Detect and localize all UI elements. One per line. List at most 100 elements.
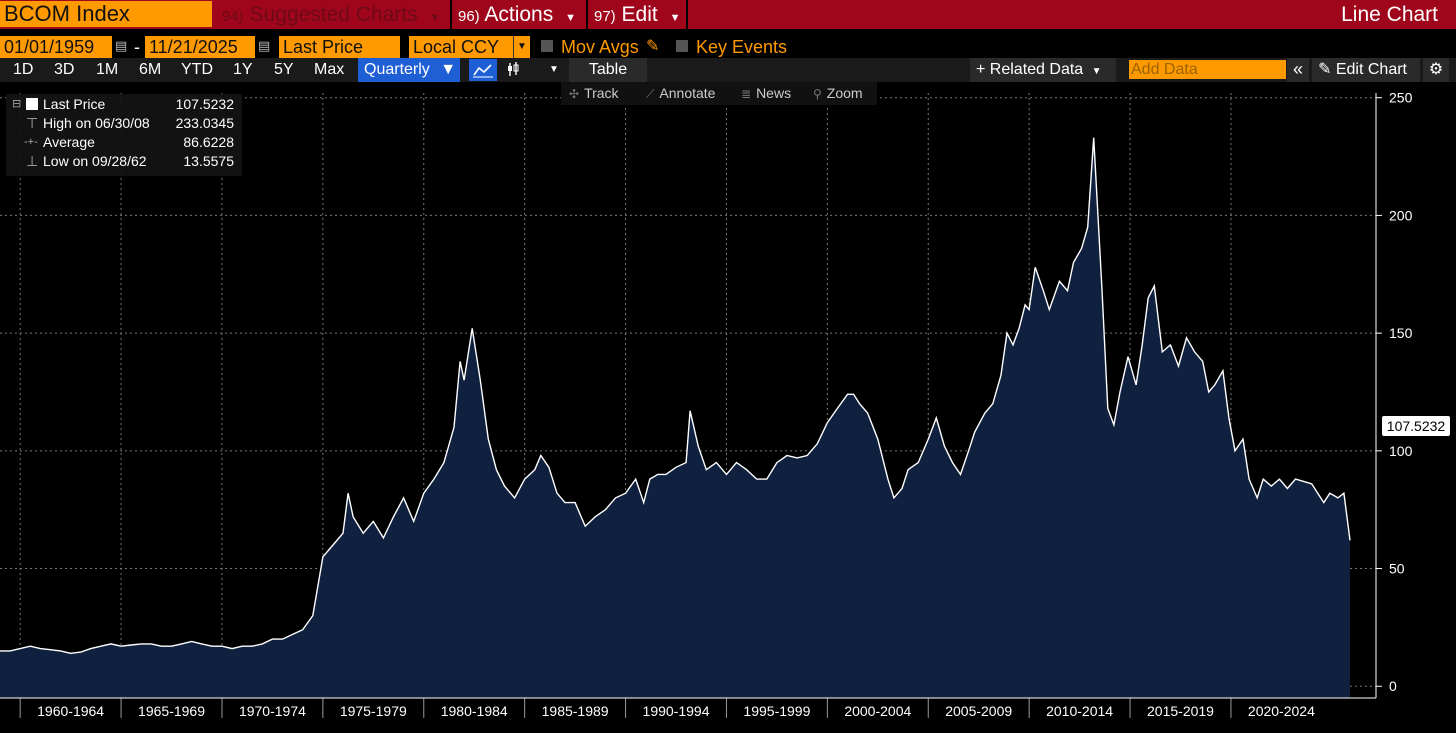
actions-menu[interactable]: 96) Actions ▼ (458, 0, 576, 29)
annotate-tool[interactable]: ⟋ Annotate (646, 82, 715, 105)
average-marker-icon: -+- (24, 136, 38, 148)
y-tick-label: 150 (1389, 325, 1413, 341)
edit-number: 97) (594, 8, 616, 25)
price-line (0, 137, 1351, 655)
y-tick-label: 50 (1389, 561, 1405, 577)
suggested-charts-number: 94) (222, 8, 244, 25)
currency-select[interactable]: Local CCY (409, 36, 513, 58)
range-max-button[interactable]: Max (314, 61, 345, 78)
x-tick-label: 1980-1984 (441, 703, 508, 719)
end-date-field[interactable]: 11/21/2025 (145, 36, 255, 58)
x-tick-label: 1985-1989 (542, 703, 609, 719)
x-tick-label: 2005-2009 (945, 703, 1012, 719)
menu-divider (586, 0, 588, 29)
chart-tools-bar (561, 82, 877, 105)
actions-label: Actions (484, 3, 554, 26)
range-1d-button[interactable]: 1D (13, 61, 34, 78)
y-tick-label: 0 (1389, 678, 1397, 694)
calendar-icon[interactable]: ▤ (258, 38, 271, 53)
collapse-double-chevron-icon[interactable]: « (1287, 58, 1309, 82)
magnifier-icon: ⚲ (813, 87, 822, 101)
x-tick-label: 2020-2024 (1248, 703, 1315, 719)
table-button[interactable]: Table (569, 58, 647, 82)
chevron-down-icon[interactable]: ▼ (513, 36, 530, 58)
x-tick-label: 1960-1964 (37, 703, 104, 719)
actions-number: 96) (458, 8, 480, 25)
range-5y-button[interactable]: 5Y (274, 61, 294, 78)
legend-high-value: 233.0345 (175, 115, 234, 131)
field-select[interactable]: Last Price (279, 36, 400, 58)
y-tick-label: 250 (1389, 90, 1413, 106)
mov-avgs-label[interactable]: Mov Avgs (561, 37, 639, 57)
related-data-label: Related Data (989, 61, 1084, 78)
legend-last-label: Last Price (43, 96, 106, 112)
suggested-charts-label: Suggested Charts (249, 3, 418, 26)
range-1y-button[interactable]: 1Y (233, 61, 253, 78)
news-label: News (756, 85, 792, 101)
x-tick-label: 2015-2019 (1147, 703, 1214, 719)
key-events-label[interactable]: Key Events (696, 37, 788, 57)
suggested-charts-menu[interactable]: 94) Suggested Charts ▼ (222, 0, 440, 29)
line-chart-icon[interactable] (469, 59, 497, 81)
crosshair-icon: ✣ (569, 87, 580, 101)
high-marker-icon: ⊤ (26, 115, 39, 131)
calendar-icon[interactable]: ▤ (115, 38, 128, 53)
edit-chart-label: Edit Chart (1335, 61, 1407, 78)
news-icon: ≣ (741, 87, 752, 101)
x-tick-label: 2010-2014 (1046, 703, 1113, 719)
add-data-input[interactable] (1129, 60, 1286, 79)
legend-last-value: 107.5232 (175, 96, 234, 112)
x-tick-label: 1990-1994 (643, 703, 710, 719)
x-axis: 1960-1964 1965-1969 1970-1974 1975-1979 1980… (0, 697, 1376, 719)
edit-chart-button[interactable]: ✎ Edit Chart (1312, 58, 1420, 82)
plus-icon: + (976, 61, 986, 78)
mov-avgs-checkbox[interactable] (541, 40, 553, 52)
x-tick-label: 2000-2004 (844, 703, 911, 719)
pencil-icon[interactable]: ✎ (646, 38, 660, 55)
chart-legend: ⊟ Last Price 107.5232 ⊤ High on 06/30/08… (6, 94, 242, 176)
x-tick-label: 1970-1974 (239, 703, 306, 719)
x-tick-label: 1965-1969 (138, 703, 205, 719)
y-axis: 0 50 100 150 200 250 (1375, 90, 1413, 698)
chevron-down-icon: ▼ (1091, 66, 1102, 77)
related-data-button[interactable]: + Related Data ▼ (970, 58, 1116, 82)
date-range-dash: - (134, 37, 140, 57)
zoom-tool[interactable]: ⚲ Zoom (813, 82, 863, 105)
edit-label: Edit (621, 3, 658, 26)
candlestick-icon[interactable] (506, 58, 522, 82)
start-date-field[interactable]: 01/01/1959 (0, 36, 112, 58)
view-title: Line Chart (1341, 3, 1438, 26)
y-tick-label: 100 (1389, 443, 1413, 459)
edit-menu[interactable]: 97) Edit ▼ (594, 0, 680, 29)
chevron-down-icon: ▼ (565, 12, 576, 24)
range-3d-button[interactable]: 3D (54, 61, 75, 78)
chevron-down-icon[interactable]: ▼ (549, 64, 559, 75)
legend-avg-value: 86.6228 (183, 134, 234, 150)
chevron-down-icon: ▼ (429, 12, 441, 24)
range-ytd-button[interactable]: YTD (181, 61, 213, 78)
y-tick-label: 200 (1389, 207, 1413, 223)
legend-low-label: Low on 09/28/62 (43, 153, 147, 169)
menu-divider (686, 0, 688, 29)
series-swatch (26, 98, 38, 110)
track-label: Track (584, 85, 619, 101)
key-events-checkbox[interactable] (676, 40, 688, 52)
legend-high-label: High on 06/30/08 (43, 115, 150, 131)
low-marker-icon: ⊥ (26, 153, 39, 169)
range-1m-button[interactable]: 1M (96, 61, 119, 78)
legend-avg-label: Average (43, 134, 95, 150)
frequency-label: Quarterly (364, 61, 430, 78)
track-tool[interactable]: ✣ Track (569, 82, 619, 105)
ticker-field[interactable]: BCOM Index (0, 1, 212, 27)
pencil-icon: ✎ (1318, 61, 1332, 78)
annotate-label: Annotate (659, 85, 716, 101)
news-tool[interactable]: ≣ News (741, 82, 791, 105)
range-6m-button[interactable]: 6M (139, 61, 162, 78)
x-tick-label: 1975-1979 (340, 703, 407, 719)
chevron-down-icon: ▼ (669, 12, 681, 24)
collapse-legend-icon[interactable]: ⊟ (12, 98, 22, 110)
frequency-select[interactable]: Quarterly ▼ (358, 58, 460, 82)
gear-icon[interactable]: ⚙ (1423, 58, 1449, 82)
last-price-tag: 107.5232 (1382, 416, 1450, 436)
